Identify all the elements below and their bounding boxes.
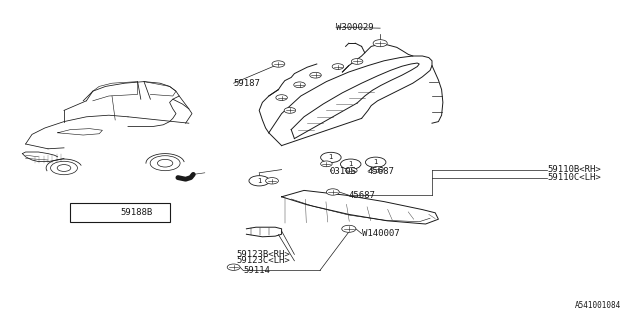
Circle shape [372, 166, 383, 172]
Circle shape [326, 189, 339, 195]
Circle shape [294, 82, 305, 88]
Text: 59123C<LH>: 59123C<LH> [237, 256, 291, 265]
Text: 59187: 59187 [234, 79, 260, 88]
Circle shape [321, 161, 332, 167]
Circle shape [373, 40, 387, 47]
Bar [70, 203, 170, 222]
Circle shape [150, 156, 180, 171]
Circle shape [321, 152, 341, 163]
Circle shape [342, 225, 356, 232]
Circle shape [51, 161, 77, 175]
Text: W140007: W140007 [362, 229, 399, 238]
Circle shape [249, 176, 269, 186]
Text: W300029: W300029 [336, 23, 374, 32]
Circle shape [365, 157, 386, 167]
Circle shape [310, 72, 321, 78]
Circle shape [78, 207, 100, 218]
Circle shape [227, 264, 240, 270]
Text: 0310S: 0310S [330, 167, 356, 176]
Text: 59114: 59114 [243, 266, 270, 275]
Circle shape [346, 168, 357, 173]
Circle shape [57, 164, 71, 172]
Text: 59110C<LH>: 59110C<LH> [547, 173, 601, 182]
Text: 59123B<RH>: 59123B<RH> [237, 250, 291, 259]
Text: 1: 1 [348, 161, 353, 167]
Text: 59188B: 59188B [120, 208, 152, 217]
Circle shape [157, 159, 173, 167]
Circle shape [332, 64, 344, 69]
Circle shape [266, 178, 278, 184]
Text: 1: 1 [328, 155, 333, 160]
Circle shape [272, 61, 285, 67]
Circle shape [351, 59, 363, 64]
Circle shape [340, 159, 361, 169]
Text: 45687: 45687 [368, 167, 395, 176]
Text: A541001084: A541001084 [575, 301, 621, 310]
Text: 1: 1 [373, 159, 378, 165]
Circle shape [276, 95, 287, 100]
Circle shape [284, 108, 296, 113]
Text: 59110B<RH>: 59110B<RH> [547, 165, 601, 174]
Text: 1: 1 [87, 210, 92, 215]
Text: 45687: 45687 [349, 191, 376, 200]
Text: 1: 1 [257, 178, 262, 184]
